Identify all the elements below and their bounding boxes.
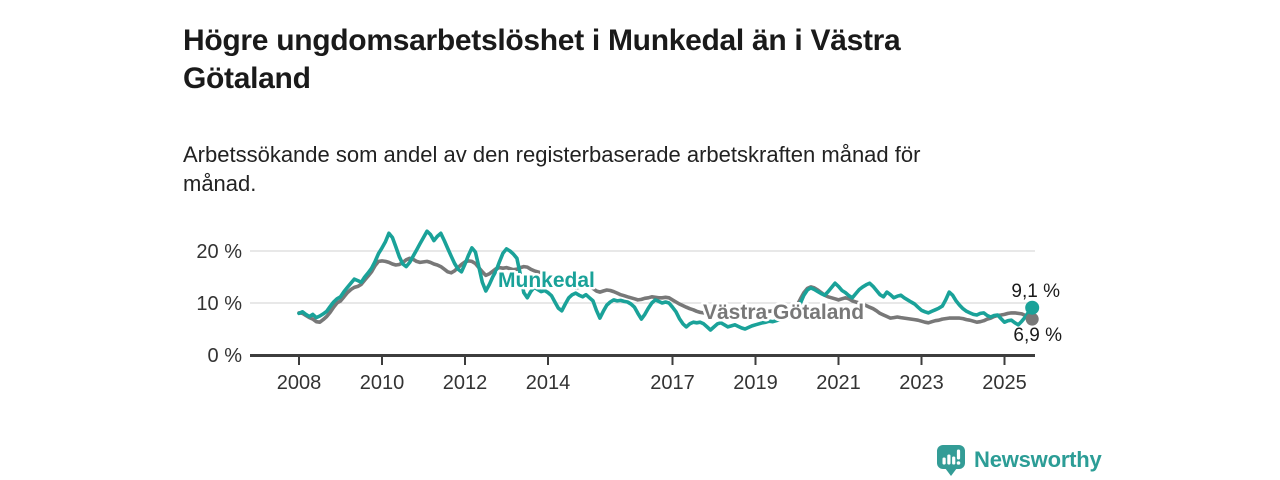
x-axis-ticks: 2008 2010 2012 2014 2017 2019 2021 2023 2025	[277, 357, 1027, 394]
x-axis-tick-label: 2012	[443, 372, 488, 394]
x-axis-tick-label: 2023	[899, 372, 944, 394]
x-axis-tick-label: 2019	[733, 372, 778, 394]
page-title: Högre ungdomsarbetslöshet i Munkedal än …	[183, 24, 901, 96]
x-axis-tick-label: 2010	[360, 372, 405, 394]
brand-name: Newsworthy	[974, 447, 1102, 472]
chart-subtitle: Arbetssökande som andel av den registerb…	[183, 142, 921, 196]
x-axis-tick-label: 2008	[277, 372, 322, 394]
x-axis-tick-label: 2014	[526, 372, 571, 394]
bar-chart-speech-bubble-icon	[937, 444, 965, 476]
x-axis-tick-label: 2021	[816, 372, 861, 394]
vastra-gotaland-end-value-label: 6,9 %	[1013, 325, 1062, 346]
munkedal-series-label: Munkedal	[498, 269, 595, 292]
y-axis-tick-label: 0 %	[208, 345, 243, 367]
vastra-gotaland-end-dot	[1025, 312, 1039, 326]
vastra-gotaland-series-label: Västra Götaland	[703, 301, 864, 324]
munkedal-end-value-label: 9,1 %	[1011, 281, 1060, 302]
y-axis-tick-label: 20 %	[196, 241, 242, 263]
munkedal-line	[297, 229, 1034, 332]
newsworthy-logo: Newsworthy	[936, 443, 1102, 477]
y-axis-labels: 0 % 10 % 20 %	[196, 241, 242, 367]
vastra-gotaland-line	[297, 256, 1034, 325]
x-axis-tick-label: 2017	[650, 372, 695, 394]
x-axis-tick-label: 2025	[982, 372, 1027, 394]
y-axis-tick-label: 10 %	[196, 293, 242, 315]
munkedal-end-dot	[1025, 300, 1040, 315]
